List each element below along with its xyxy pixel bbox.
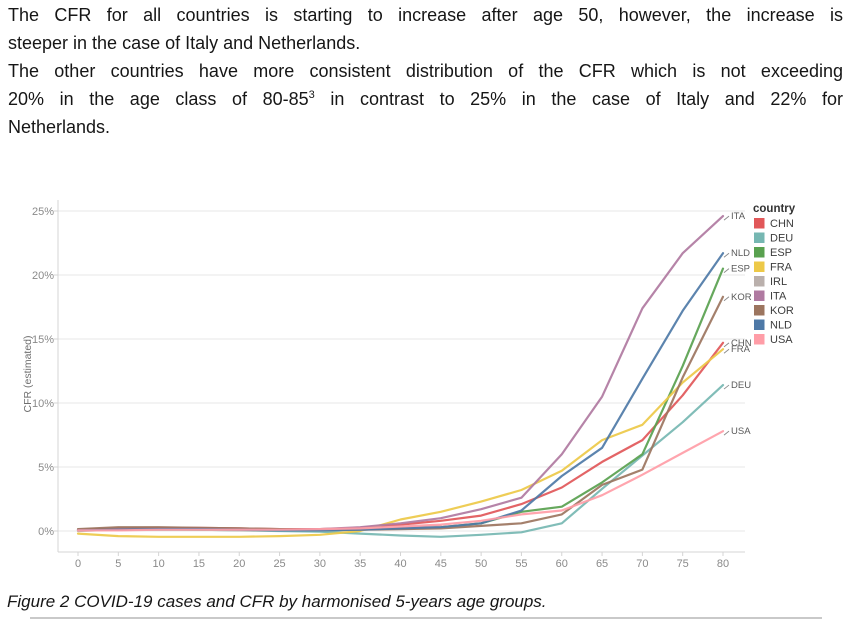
- series-line-CHN: [76, 341, 725, 531]
- paragraph-line: Netherlands.: [8, 117, 111, 137]
- end-label-leader: [723, 252, 730, 258]
- legend-swatch-CHN: [754, 218, 765, 229]
- x-tick-label: 35: [354, 558, 366, 570]
- series-end-label-CHN: CHN: [731, 338, 752, 349]
- bottom-divider: [30, 617, 822, 619]
- end-label-leader: [723, 296, 730, 302]
- legend-swatch-IRL: [754, 276, 765, 287]
- paragraph-line: The other countries have more consistent…: [8, 61, 843, 81]
- legend-swatch-KOR: [754, 305, 765, 316]
- paragraph-line: The CFR for all countries is starting to…: [8, 5, 843, 25]
- series-end-label-NLD: NLD: [731, 248, 750, 259]
- legend-title: country: [753, 203, 796, 215]
- y-tick-label: 0%: [38, 526, 54, 538]
- legend-label-ESP: ESP: [770, 247, 792, 259]
- y-axis-title: CFR (estimated): [22, 335, 34, 412]
- y-tick-label: 15%: [32, 334, 54, 346]
- series-end-label-USA: USA: [731, 426, 751, 437]
- text-segment: in contrast to 25% in the case of Italy …: [314, 89, 844, 109]
- legend-swatch-ESP: [754, 247, 765, 258]
- series-line-ESP: [76, 267, 725, 532]
- legend-swatch-USA: [754, 334, 765, 345]
- x-tick-label: 70: [636, 558, 648, 570]
- x-tick-label: 80: [717, 558, 729, 570]
- series-line-NLD: [76, 252, 725, 532]
- y-tick-label: 5%: [38, 462, 54, 474]
- x-tick-label: 75: [677, 558, 689, 570]
- end-label-leader: [723, 384, 730, 390]
- x-tick-label: 15: [193, 558, 205, 570]
- series-end-label-FRA: FRA: [731, 344, 751, 355]
- x-tick-label: 60: [556, 558, 568, 570]
- series-line-USA: [76, 430, 725, 532]
- legend-label-CHN: CHN: [770, 218, 794, 230]
- paragraph-line: steeper in the case of Italy and Netherl…: [8, 33, 361, 53]
- legend-label-USA: USA: [770, 334, 793, 346]
- figure-caption: Figure 2 COVID-19 cases and CFR by harmo…: [7, 592, 547, 611]
- x-tick-label: 45: [435, 558, 447, 570]
- y-tick-label: 25%: [32, 206, 54, 218]
- end-label-leader: [723, 430, 730, 436]
- x-tick-label: 40: [394, 558, 406, 570]
- legend-label-IRL: IRL: [770, 276, 787, 288]
- x-tick-label: 5: [115, 558, 121, 570]
- legend-swatch-DEU: [754, 232, 765, 243]
- legend-label-FRA: FRA: [770, 262, 793, 274]
- end-label-leader: [723, 348, 730, 354]
- x-tick-label: 50: [475, 558, 487, 570]
- series-line-FRA: [76, 348, 725, 538]
- legend-swatch-FRA: [754, 261, 765, 272]
- end-label-leader: [723, 215, 730, 221]
- x-tick-label: 10: [153, 558, 165, 570]
- end-label-leader: [723, 342, 730, 348]
- series-end-label-ITA: ITA: [731, 211, 746, 222]
- body-text: The CFR for all countries is starting to…: [8, 1, 843, 141]
- series-line-KOR: [76, 295, 725, 531]
- x-tick-label: 20: [233, 558, 245, 570]
- legend-label-DEU: DEU: [770, 233, 793, 245]
- legend-label-ITA: ITA: [770, 291, 787, 303]
- footnote-marker: 3: [308, 89, 315, 101]
- legend-label-KOR: KOR: [770, 305, 794, 317]
- end-label-leader: [723, 268, 730, 273]
- y-tick-label: 10%: [32, 398, 54, 410]
- x-tick-label: 30: [314, 558, 326, 570]
- x-tick-label: 65: [596, 558, 608, 570]
- x-tick-label: 0: [75, 558, 81, 570]
- legend-label-NLD: NLD: [770, 320, 792, 332]
- text-segment: 20% in the age class of 80-85: [8, 89, 309, 109]
- legend-swatch-NLD: [754, 319, 765, 330]
- series-end-label-ESP: ESP: [731, 264, 750, 275]
- y-tick-label: 20%: [32, 270, 54, 282]
- series-end-label-KOR: KOR: [731, 292, 752, 303]
- paragraph-line: 20% in the age class of 80-853 in contra…: [8, 85, 843, 113]
- series-end-label-DEU: DEU: [731, 380, 751, 391]
- x-tick-label: 55: [515, 558, 527, 570]
- x-tick-label: 25: [273, 558, 285, 570]
- legend-swatch-ITA: [754, 290, 765, 301]
